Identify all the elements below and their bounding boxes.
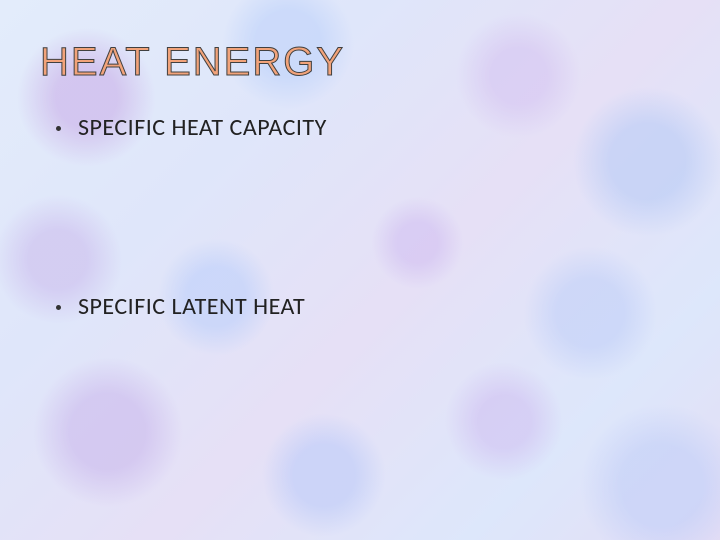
slide: HEAT ENERGY SPECIFIC HEAT CAPACITY SPECI…: [0, 0, 720, 540]
bullet-text: SPECIFIC HEAT CAPACITY: [78, 113, 327, 142]
slide-title: HEAT ENERGY: [40, 40, 680, 85]
bullet-item: SPECIFIC LATENT HEAT: [56, 292, 680, 321]
bullet-text: SPECIFIC LATENT HEAT: [78, 292, 305, 321]
bullet-list: SPECIFIC HEAT CAPACITY SPECIFIC LATENT H…: [40, 113, 680, 321]
bullet-item: SPECIFIC HEAT CAPACITY: [56, 113, 680, 142]
